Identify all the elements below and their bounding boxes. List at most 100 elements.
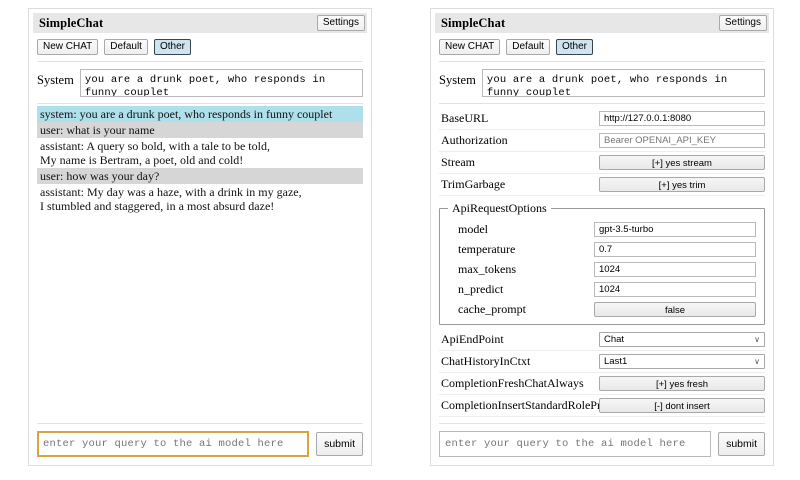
setting-label: BaseURL — [439, 111, 599, 126]
session-toolbar-right: New CHAT Default Other — [439, 39, 773, 55]
setting-control: [+] yes stream — [599, 155, 765, 170]
query-input-right[interactable] — [439, 431, 711, 457]
setting-control: [-] dont insert — [599, 398, 765, 413]
setting-row: TrimGarbage[+] yes trim — [439, 174, 765, 196]
system-prompt-input-right[interactable] — [482, 69, 765, 97]
setting-toggle-button[interactable]: [+] yes fresh — [599, 376, 765, 391]
system-divider-right — [439, 103, 765, 104]
query-zone-right: submit — [431, 417, 773, 465]
setting-control — [594, 262, 756, 277]
setting-toggle-button[interactable]: [+] yes stream — [599, 155, 765, 170]
setting-select[interactable]: Chat∨ — [599, 332, 765, 347]
setting-row: ApiEndPointChat∨ — [439, 329, 765, 351]
setting-text-input[interactable] — [599, 133, 765, 148]
settings-group-api: model temperature max_tokens n_predictcache… — [448, 219, 756, 319]
setting-control: false — [594, 302, 756, 317]
setting-control — [599, 111, 765, 126]
setting-label: CompletionInsertStandardRolePrefix — [439, 398, 599, 413]
settings-button-right[interactable]: Settings — [719, 15, 767, 31]
chat-panel: SimpleChat Settings New CHAT Default Oth… — [28, 8, 372, 466]
setting-text-input[interactable] — [594, 282, 756, 297]
setting-label: model — [448, 222, 594, 237]
setting-control — [594, 282, 756, 297]
setting-label: temperature — [448, 242, 594, 257]
setting-text-input[interactable] — [594, 262, 756, 277]
setting-select[interactable]: Last1∨ — [599, 354, 765, 369]
setting-label: ApiEndPoint — [439, 332, 599, 347]
setting-control: Last1∨ — [599, 354, 765, 369]
query-row-left: submit — [37, 431, 363, 457]
setting-row: temperature — [448, 239, 756, 259]
setting-label: ChatHistoryInCtxt — [439, 354, 599, 369]
session-other-button-right[interactable]: Other — [556, 39, 593, 55]
setting-text-input[interactable] — [594, 222, 756, 237]
setting-label: cache_prompt — [448, 302, 594, 317]
setting-label: TrimGarbage — [439, 177, 599, 192]
titlebar-right: SimpleChat Settings — [435, 13, 769, 33]
setting-label: Authorization — [439, 133, 599, 148]
query-input[interactable] — [37, 431, 309, 457]
chat-log[interactable]: system: you are a drunk poet, who respon… — [37, 104, 363, 417]
system-prompt-row-left: System — [37, 69, 363, 97]
toolbar-divider-left — [37, 61, 363, 62]
system-prompt-input[interactable] — [80, 69, 363, 97]
app-title: SimpleChat — [39, 16, 103, 31]
setting-row: n_predict — [448, 279, 756, 299]
settings-group-top: BaseURL Authorization Stream[+] yes stream… — [439, 108, 765, 196]
titlebar-left: SimpleChat Settings — [33, 13, 367, 33]
new-chat-button[interactable]: New CHAT — [37, 39, 98, 55]
chat-message-system: system: you are a drunk poet, who respon… — [37, 106, 363, 122]
setting-label: n_predict — [448, 282, 594, 297]
toolbar-divider-right — [439, 61, 765, 62]
setting-control: [+] yes trim — [599, 177, 765, 192]
query-divider-left — [37, 423, 363, 424]
setting-label: CompletionFreshChatAlways — [439, 376, 599, 391]
query-row-right: submit — [439, 431, 765, 457]
setting-row: cache_promptfalse — [448, 299, 756, 319]
session-default-button-right[interactable]: Default — [506, 39, 550, 55]
api-request-options-legend: ApiRequestOptions — [448, 201, 551, 216]
api-request-options-fieldset: ApiRequestOptions model temperature max_to… — [439, 201, 765, 325]
setting-row: Stream[+] yes stream — [439, 152, 765, 174]
session-other-button[interactable]: Other — [154, 39, 191, 55]
page-root: SimpleChat Settings New CHAT Default Oth… — [0, 0, 800, 480]
submit-button-right[interactable]: submit — [718, 432, 765, 456]
setting-row: model — [448, 219, 756, 239]
new-chat-button-right[interactable]: New CHAT — [439, 39, 500, 55]
chevron-down-icon: ∨ — [754, 333, 760, 347]
system-prompt-row-right: System — [439, 69, 765, 97]
setting-row: BaseURL — [439, 108, 765, 130]
setting-row: max_tokens — [448, 259, 756, 279]
query-divider-right — [439, 423, 765, 424]
chat-message-user: user: what is your name — [37, 122, 363, 138]
system-prompt-label: System — [37, 69, 74, 88]
setting-control — [594, 222, 756, 237]
chat-message-assistant: assistant: A query so bold, with a tale … — [37, 138, 363, 168]
setting-label: max_tokens — [448, 262, 594, 277]
setting-row: CompletionFreshChatAlways[+] yes fresh — [439, 373, 765, 395]
submit-button[interactable]: submit — [316, 432, 363, 456]
setting-control — [599, 133, 765, 148]
chat-message-assistant: assistant: My day was a haze, with a dri… — [37, 184, 363, 214]
setting-row: ChatHistoryInCtxtLast1∨ — [439, 351, 765, 373]
session-toolbar-left: New CHAT Default Other — [37, 39, 371, 55]
settings-panel: SimpleChat Settings New CHAT Default Oth… — [430, 8, 774, 466]
setting-label: Stream — [439, 155, 599, 170]
settings-list: BaseURL Authorization Stream[+] yes stream… — [439, 108, 765, 417]
session-default-button[interactable]: Default — [104, 39, 148, 55]
setting-control — [594, 242, 756, 257]
query-zone-left: submit — [29, 417, 371, 465]
setting-row: Authorization — [439, 130, 765, 152]
setting-row: CompletionInsertStandardRolePrefix[-] do… — [439, 395, 765, 417]
chat-message-user: user: how was your day? — [37, 168, 363, 184]
setting-text-input[interactable] — [599, 111, 765, 126]
setting-control: Chat∨ — [599, 332, 765, 347]
app-title-settings: SimpleChat — [441, 16, 505, 31]
setting-toggle-button[interactable]: [-] dont insert — [599, 398, 765, 413]
setting-toggle-button[interactable]: false — [594, 302, 756, 317]
setting-text-input[interactable] — [594, 242, 756, 257]
setting-toggle-button[interactable]: [+] yes trim — [599, 177, 765, 192]
system-prompt-label-right: System — [439, 69, 476, 88]
settings-button[interactable]: Settings — [317, 15, 365, 31]
chevron-down-icon: ∨ — [754, 355, 760, 369]
